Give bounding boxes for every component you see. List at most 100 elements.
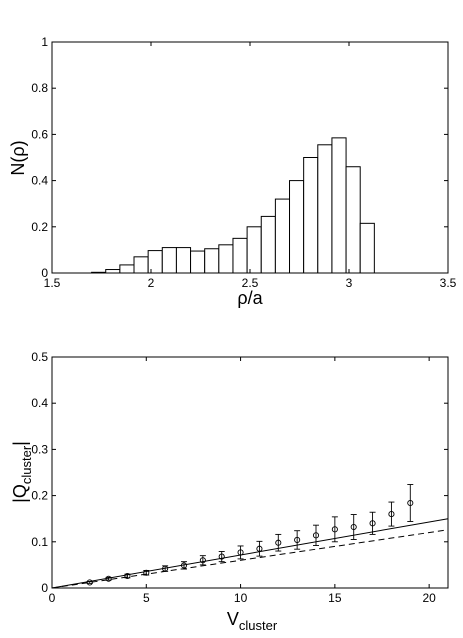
scatter-point: [331, 516, 338, 543]
scatter-point: [256, 540, 263, 557]
histogram-bar: [303, 157, 319, 274]
scatter-point: [275, 533, 282, 552]
scatter-point: [294, 530, 301, 550]
scatter-point: [312, 524, 320, 546]
histogram-y-tick-label: 0: [41, 266, 48, 280]
histogram-bar: [175, 247, 192, 274]
scatter-y-label: |Qcluster|: [10, 441, 34, 503]
histogram-y-label: N(ρ): [8, 140, 28, 175]
data-marker: [369, 520, 376, 527]
scatter-x-tick-label: 15: [328, 591, 342, 605]
scatter-x-tick-label: 20: [422, 591, 436, 605]
histogram-bar: [119, 264, 135, 274]
data-marker: [331, 526, 338, 533]
histogram-x-label: ρ/a: [237, 288, 263, 308]
histogram-x-tick-label: 2: [148, 276, 155, 290]
scatter-y-tick-label: 0.5: [31, 350, 48, 364]
scatter-point: [86, 579, 93, 586]
scatter-y-tick-label: 0.1: [31, 535, 48, 549]
scatter-frame: [51, 356, 449, 589]
scatter-line-dashed: [51, 529, 449, 589]
histogram-y-tick-label: 0.6: [31, 127, 48, 141]
data-marker: [105, 575, 112, 582]
data-marker: [86, 579, 93, 586]
data-marker: [199, 557, 206, 564]
histogram-bar: [289, 180, 305, 274]
histogram-y-axis: 0 0.2 0.4 0.6 0.8 1: [31, 35, 448, 280]
histogram-x-tick-label: 2.5: [242, 276, 259, 290]
histogram-bar: [331, 137, 347, 274]
scatter-point: [407, 484, 414, 522]
data-marker: [143, 569, 150, 576]
scatter-point: [218, 551, 225, 563]
scatter-point: [162, 565, 169, 572]
histogram-frame: [51, 41, 449, 274]
histogram-bar: [232, 237, 248, 274]
scatter-y-axis: 0 0.1 0.2 0.3 0.4 0.5: [31, 350, 448, 595]
scatter-y-tick-label: 0.3: [31, 442, 48, 456]
scatter-chart: 0 5 10 15 20 00.10.20.30.40.5 Vcluster |Qclu…: [10, 350, 449, 633]
histogram-bar: [105, 269, 121, 274]
histogram-x-tick-label: 3: [346, 276, 353, 290]
scatter-x-label-sub: cluster: [239, 618, 278, 633]
histogram-x-tick-label: 1.5: [44, 276, 61, 290]
scatter-point: [105, 575, 112, 582]
histogram-bar: [218, 244, 234, 274]
histogram-bar: [274, 198, 291, 274]
histogram-bar: [246, 226, 262, 274]
scatter-y-tick-label: 0.2: [31, 489, 48, 503]
data-marker: [124, 572, 131, 580]
histogram-bar: [260, 215, 276, 274]
scatter-point: [143, 569, 150, 576]
histogram-bar: [147, 250, 163, 274]
scatter-point: [124, 572, 131, 580]
data-marker: [294, 536, 301, 544]
scatter-point: [180, 561, 188, 570]
scatter-x-tick-label: 0: [49, 591, 56, 605]
histogram-x-tick-label: 3.5: [440, 276, 457, 290]
data-marker: [312, 532, 320, 539]
data-marker: [275, 539, 282, 546]
data-marker: [218, 553, 225, 560]
histogram-y-tick-label: 0.4: [31, 174, 48, 188]
data-marker: [237, 549, 244, 556]
scatter-x-label-main: V: [227, 609, 239, 629]
data-marker: [407, 499, 414, 507]
data-marker: [350, 523, 357, 531]
scatter-y-label-main: |Q: [10, 484, 30, 503]
histogram-chart: 1.5 2 2.5 3 3.5 0 0.2 0.4 0.6 0.8 1 ρ/a N(ρ): [8, 35, 457, 308]
scatter-x-tick-label: 5: [143, 591, 150, 605]
scatter-y-label-end: |: [10, 441, 30, 446]
histogram-bar: [133, 256, 149, 274]
histogram-y-tick-label: 0.8: [31, 81, 48, 95]
scatter-y-tick-label: 0.4: [31, 396, 48, 410]
scatter-line-solid: [51, 518, 449, 589]
data-marker: [162, 565, 169, 572]
histogram-bar: [161, 247, 177, 274]
histogram-bar: [345, 166, 361, 274]
scatter-points: [86, 484, 414, 586]
scatter-y-tick-label: 0: [41, 581, 48, 595]
histogram-bar: [190, 250, 206, 274]
scatter-point: [369, 511, 376, 535]
histogram-bars: [91, 137, 375, 274]
scatter-x-axis: 0 5 10 15 20: [49, 357, 436, 605]
data-marker: [388, 511, 395, 518]
data-marker: [180, 562, 188, 569]
data-marker: [256, 545, 263, 552]
scatter-point: [199, 555, 206, 566]
histogram-y-tick-label: 0.2: [31, 220, 48, 234]
histogram-y-tick-label: 1: [41, 35, 48, 49]
scatter-y-label-sub: cluster: [19, 445, 34, 484]
histogram-x-axis: 1.5 2 2.5 3 3.5: [44, 42, 457, 290]
histogram-bar: [204, 248, 220, 274]
scatter-point: [388, 501, 395, 527]
scatter-x-tick-label: 10: [234, 591, 248, 605]
histogram-bar: [359, 222, 375, 274]
scatter-point: [350, 514, 357, 540]
scatter-point: [237, 545, 244, 560]
histogram-bar: [317, 144, 333, 274]
scatter-x-label: Vcluster: [227, 609, 278, 633]
scatter-lines: [51, 518, 449, 589]
